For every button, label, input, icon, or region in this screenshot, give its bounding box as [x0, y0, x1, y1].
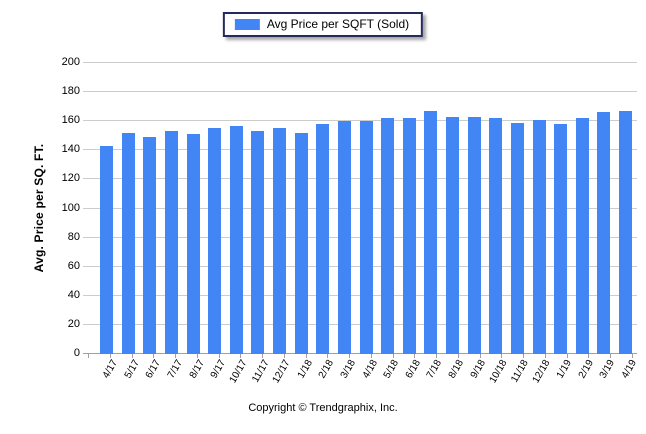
- x-axis-tick: [153, 354, 155, 358]
- y-tick-label: 100: [61, 201, 80, 214]
- bar-10/18: [489, 118, 503, 354]
- x-tick-label: 9/18: [468, 358, 488, 381]
- x-tick-label: 10/18: [487, 358, 510, 386]
- x-axis-tick: [305, 354, 307, 358]
- x-axis-tick: [175, 354, 177, 358]
- x-axis-tick: [349, 354, 351, 358]
- bar-4/19: [619, 111, 632, 354]
- bar-11/17: [251, 131, 265, 354]
- x-tick-label: 2/19: [576, 358, 596, 381]
- x-tick-label: 1/18: [295, 358, 315, 381]
- x-axis-tick: [632, 354, 633, 358]
- x-axis-tick: [131, 354, 133, 358]
- bar-1/18: [294, 132, 308, 354]
- x-axis-tick: [218, 354, 220, 358]
- x-tick-label: 8/17: [187, 358, 207, 381]
- x-tick-label: 11/17: [249, 358, 272, 385]
- bar-8/18: [446, 116, 459, 354]
- x-axis-tick: [457, 354, 459, 358]
- bar-6/18: [402, 118, 416, 354]
- bar-2/18: [316, 124, 330, 354]
- gridline: [83, 91, 637, 93]
- x-axis-tick: [566, 354, 568, 358]
- x-axis-tick: [88, 354, 89, 358]
- x-tick-label: 10/17: [227, 358, 250, 386]
- bar-9/17: [208, 128, 222, 354]
- bar-3/18: [337, 121, 351, 354]
- x-tick-label: 11/18: [509, 358, 531, 385]
- x-axis-tick: [327, 354, 329, 358]
- x-axis-tick: [109, 354, 111, 358]
- x-tick-label: 12/18: [530, 358, 553, 386]
- y-tick-label: 20: [67, 317, 80, 330]
- x-tick-label: 6/18: [403, 358, 423, 381]
- x-tick-label: 5/18: [381, 358, 402, 381]
- y-tick-label: 160: [61, 114, 80, 127]
- y-tick-label: 40: [67, 288, 80, 301]
- x-tick-label: 7/18: [425, 358, 445, 381]
- bar-4/18: [359, 121, 373, 354]
- x-tick-label: 8/18: [446, 358, 467, 381]
- x-tick-label: 3/18: [338, 358, 358, 381]
- x-tick-label: 3/19: [598, 358, 618, 381]
- x-axis-tick: [479, 354, 481, 358]
- y-tick-label: 140: [61, 143, 80, 156]
- x-tick-label: 6/17: [144, 358, 164, 381]
- bar-1/19: [554, 124, 568, 354]
- bar-9/18: [467, 116, 481, 354]
- x-tick-label: 5/17: [122, 358, 142, 381]
- y-tick-label: 120: [61, 172, 80, 185]
- x-axis-tick: [501, 354, 503, 358]
- y-tick-label: 200: [61, 56, 80, 68]
- bar-2/19: [575, 118, 589, 354]
- x-axis-tick: [262, 354, 264, 358]
- bar-4/17: [100, 145, 113, 354]
- x-tick-label: 4/18: [360, 358, 380, 381]
- legend: Avg Price per SQFT (Sold): [222, 12, 424, 37]
- copyright-text: Copyright © Trendgraphix, Inc.: [248, 402, 398, 414]
- x-axis-tick: [610, 354, 612, 358]
- bar-10/17: [229, 125, 243, 354]
- x-axis-tick: [414, 354, 416, 358]
- bar-12/17: [273, 128, 286, 354]
- bar-3/19: [597, 112, 611, 354]
- bar-12/18: [532, 119, 546, 354]
- x-tick-label: 4/17: [100, 358, 121, 381]
- bar-5/18: [381, 118, 395, 354]
- x-axis-tick: [240, 354, 242, 358]
- gridline: [83, 62, 637, 63]
- x-axis-tick: [588, 354, 590, 358]
- x-axis-tick: [544, 354, 546, 358]
- y-tick-label: 60: [67, 259, 80, 272]
- x-axis-tick: [436, 354, 438, 358]
- bar-11/18: [510, 122, 524, 354]
- x-axis-tick: [196, 354, 198, 358]
- gridline: [83, 120, 637, 122]
- x-tick-label: 7/17: [165, 358, 185, 381]
- bar-5/17: [121, 132, 135, 354]
- x-axis-tick: [370, 354, 372, 358]
- x-tick-label: 2/18: [317, 358, 337, 381]
- x-axis-tick: [392, 354, 394, 358]
- plot-area: [83, 62, 637, 358]
- x-tick-label: 12/17: [270, 358, 294, 386]
- x-axis-tick: [523, 354, 525, 358]
- x-tick-label: 9/17: [208, 358, 229, 381]
- legend-swatch: [234, 19, 260, 30]
- bar-7/18: [424, 111, 438, 354]
- legend-label: Avg Price per SQFT (Sold): [266, 17, 410, 31]
- y-tick-label: 80: [67, 230, 80, 243]
- bar-7/17: [164, 131, 178, 354]
- bar-8/17: [186, 134, 200, 354]
- y-tick-label: 180: [61, 85, 80, 98]
- bar-6/17: [143, 137, 157, 354]
- x-tick-label: 4/19: [619, 358, 640, 381]
- x-axis-tick: [283, 354, 285, 358]
- x-tick-label: 1/19: [554, 358, 575, 381]
- y-tick-label: 0: [73, 347, 80, 359]
